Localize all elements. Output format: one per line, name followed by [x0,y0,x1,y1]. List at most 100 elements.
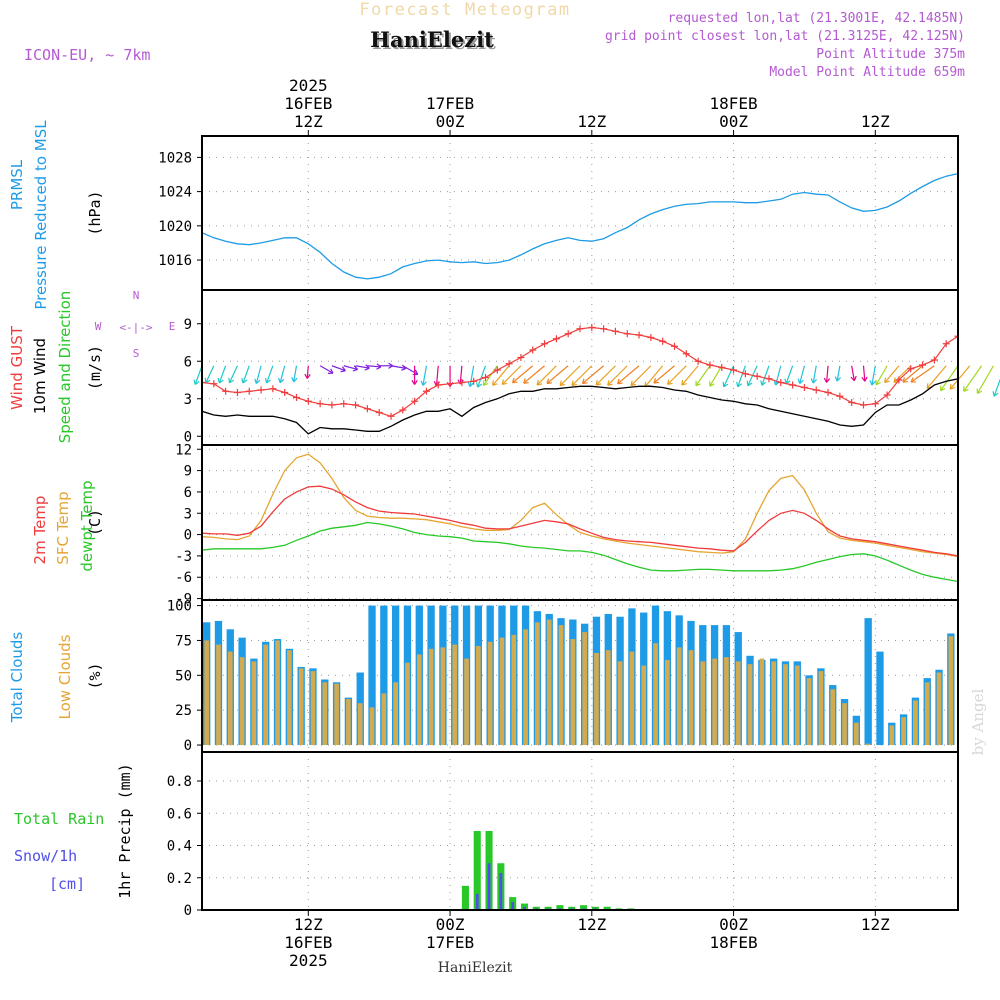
compass-rose: N S W E <-|-> [95,289,176,360]
wind-arrow-shaft [910,365,935,383]
wind-arrow [910,365,935,383]
wind-arrow-head [761,381,767,386]
wind-arrow-shaft [218,365,227,384]
compass-north: N [133,289,140,302]
wind-gust-marker [789,381,797,389]
wind-gust-marker [210,380,218,388]
total-cloud-bar [876,651,884,746]
wind-arrow-head [653,378,657,384]
wind-arrow-head [241,378,244,384]
wind-arrow-head [229,379,235,384]
wind-arrow-shaft [205,365,215,384]
wind-arrow-shaft [306,365,309,379]
wind-arrow-head [330,368,334,374]
bottom-time-label: 18FEB [709,933,757,952]
wind-arrow [476,365,487,388]
wind-arrow [709,365,723,387]
wind-arrow-head [850,376,855,382]
wind-arrow-head [884,380,890,384]
wind-arrow-shaft [546,365,569,384]
wind-arrow-head [810,378,814,384]
top-time-label: 00Z [436,112,465,131]
wind-gust-marker [753,372,761,380]
bottom-time-label: 12Z [577,915,606,934]
low-cloud-bar [901,717,906,746]
low-cloud-bar [287,650,292,746]
wind-gust-marker [883,391,891,399]
wind-arrow-head [340,370,346,373]
wind-arrow-head [910,377,914,383]
wind-gust-marker [848,399,856,406]
wind-panel-labels: Wind GUST 10m Wind Speed and Direction [8,291,74,444]
low-cloud-bar [546,619,552,746]
total-cloud-bar [864,618,872,746]
wind-gust-marker [375,409,383,416]
y-axis-label: (%) [86,662,104,689]
bottom-time-label: 16FEB [284,933,332,952]
wind-gust-marker [576,325,584,333]
low-cloud-bar [440,647,446,746]
total-clouds-label: Total Clouds [8,632,26,724]
wind-arrow-head [264,378,268,384]
wind-arrow-shaft [402,365,419,375]
wind-arrow [992,378,1000,397]
wind-arrow [254,365,262,384]
wind-gust-marker [328,401,336,409]
wind-arrow-head [194,381,200,386]
wind-arrow-head [546,382,553,385]
top-time-label: 2025 [289,76,328,95]
wind-arrow-shaft [737,365,746,388]
compass-arrows: <-|-> [119,321,152,334]
panel-frame [201,751,959,911]
dewpt-line [202,521,958,583]
wind-arrow-head [193,379,196,385]
wind-arrow-shaft [483,365,498,386]
wind-gust-marker [659,337,667,345]
wind-arrow-head [266,379,271,384]
wind-arrow [760,365,770,386]
wind-arrow-shaft [194,365,203,385]
wind-arrow-head [695,383,701,387]
wind-gust-marker [800,384,808,391]
wind-arrow-head [812,378,818,384]
wind-arrow-head [723,383,729,388]
wind-arrow-shaft [902,365,923,383]
wind-arrow-head [581,378,585,384]
wind-arrow-shaft [653,365,675,384]
wind-gust-marker [552,335,560,343]
wind-arrow-head [709,383,715,387]
y-tick-label: 3 [184,392,192,408]
wind-gust-marker [623,330,631,338]
wind-gust-marker [694,357,702,365]
wind-arrow-head [483,382,489,386]
low-cloud-bar [393,682,399,746]
wind-arrow-shaft [536,365,557,386]
wind-arrow [546,365,569,385]
wind-gust-marker [269,385,277,393]
low-cloud-bar [476,646,481,746]
wind-arrow-shaft [477,365,487,388]
y-tick-label: 1016 [158,253,192,269]
wind-arrow-head [365,364,370,369]
wind-arrow-head [595,379,598,386]
wind-arrow-shaft [255,365,262,384]
wind-arrow-head [422,381,427,386]
wind-arrow [667,365,687,386]
wind-arrow-shaft [355,365,370,369]
chart-layer: 1016 1020 1024 1028 (hPa) 0 3 6 9 (m/s) -9 -6 -3 0 3 6 9… [86,76,1000,970]
y-tick-label: 100 [167,599,192,615]
low-cloud-bar [298,668,304,746]
low-cloud-bar [700,661,706,746]
total-rain-label: Total Rain [14,810,104,828]
wind-arrow-head [993,392,999,397]
wind-arrow [736,365,746,388]
wind-arrow [367,363,382,370]
wind-arrow-head [291,377,295,383]
wind-arrow-head [823,377,828,383]
wind-arrow-head [242,379,248,384]
wind-arrow-head [501,379,504,385]
y-axis-label: (C) [86,509,104,536]
wind-arrow-head [950,386,956,390]
wind-arrow-shaft [343,365,358,371]
low-cloud-bar [759,658,765,746]
